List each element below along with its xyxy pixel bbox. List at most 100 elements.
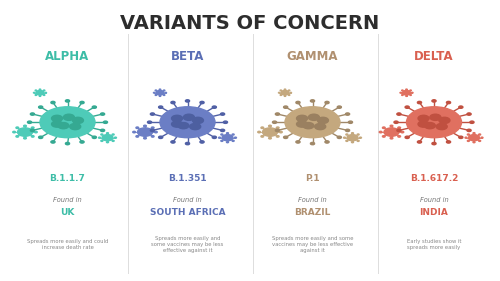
Circle shape (310, 100, 314, 102)
Circle shape (13, 131, 16, 133)
Circle shape (158, 106, 162, 108)
Circle shape (276, 113, 280, 115)
Circle shape (276, 129, 280, 132)
Circle shape (224, 121, 228, 123)
Circle shape (261, 136, 264, 137)
Circle shape (325, 141, 329, 143)
Circle shape (100, 113, 104, 115)
Circle shape (40, 107, 95, 138)
Circle shape (155, 95, 156, 96)
Circle shape (406, 107, 462, 138)
Circle shape (410, 90, 412, 91)
Circle shape (171, 101, 175, 104)
Circle shape (357, 134, 359, 135)
Circle shape (400, 92, 402, 93)
Circle shape (101, 140, 103, 141)
Circle shape (261, 127, 264, 128)
Circle shape (272, 121, 276, 123)
Circle shape (478, 140, 480, 141)
Circle shape (16, 136, 18, 137)
Circle shape (402, 90, 403, 91)
Circle shape (402, 95, 403, 96)
Circle shape (190, 123, 200, 130)
Circle shape (405, 106, 409, 108)
Text: SOUTH AFRICA: SOUTH AFRICA (150, 208, 226, 217)
Circle shape (394, 121, 398, 123)
Circle shape (44, 95, 45, 96)
Circle shape (226, 142, 228, 143)
Circle shape (325, 101, 329, 104)
Circle shape (410, 95, 412, 96)
Circle shape (58, 123, 69, 129)
Circle shape (278, 92, 280, 93)
Circle shape (158, 136, 162, 139)
Circle shape (178, 123, 189, 129)
Circle shape (288, 95, 290, 96)
Circle shape (154, 131, 157, 133)
Circle shape (92, 106, 96, 108)
Circle shape (70, 123, 80, 130)
Circle shape (92, 136, 96, 139)
Circle shape (218, 137, 220, 138)
Circle shape (138, 128, 152, 136)
Circle shape (308, 114, 320, 120)
Circle shape (155, 90, 156, 91)
Circle shape (318, 117, 328, 123)
Circle shape (24, 125, 26, 127)
Circle shape (222, 135, 233, 141)
Circle shape (133, 131, 136, 133)
Circle shape (468, 135, 479, 141)
Circle shape (346, 129, 350, 132)
Circle shape (152, 127, 154, 128)
Circle shape (348, 121, 352, 123)
Circle shape (432, 142, 436, 145)
Circle shape (32, 136, 34, 137)
Circle shape (432, 100, 436, 102)
Circle shape (66, 100, 70, 102)
Circle shape (114, 137, 116, 138)
Text: VARIANTS OF CONCERN: VARIANTS OF CONCERN (120, 14, 380, 33)
Circle shape (390, 137, 393, 139)
Text: P.1: P.1 (305, 174, 320, 183)
Circle shape (338, 106, 342, 108)
Circle shape (52, 121, 62, 127)
Circle shape (398, 127, 400, 128)
Circle shape (234, 137, 236, 138)
Circle shape (360, 137, 362, 138)
Text: Found in: Found in (53, 196, 82, 203)
Circle shape (276, 127, 279, 128)
Circle shape (430, 114, 441, 120)
Circle shape (104, 121, 108, 123)
Circle shape (296, 101, 300, 104)
Text: Early studies show it
spreads more easily: Early studies show it spreads more easil… (407, 239, 461, 250)
Text: B.1.617.2: B.1.617.2 (410, 174, 458, 183)
Circle shape (344, 137, 345, 138)
Circle shape (418, 121, 429, 127)
Circle shape (152, 136, 154, 137)
Circle shape (412, 92, 413, 93)
Circle shape (30, 129, 34, 132)
Circle shape (80, 141, 84, 143)
Circle shape (186, 142, 190, 145)
Circle shape (280, 95, 281, 96)
Circle shape (232, 134, 234, 135)
Circle shape (347, 135, 358, 141)
Circle shape (200, 101, 204, 104)
Circle shape (51, 101, 55, 104)
Circle shape (405, 136, 409, 139)
Circle shape (418, 141, 422, 143)
Circle shape (150, 129, 154, 132)
Text: Spreads more easily and some
vaccines may be less effective
against it: Spreads more easily and some vaccines ma… (272, 236, 353, 253)
Circle shape (226, 133, 228, 134)
Circle shape (418, 115, 429, 121)
Circle shape (35, 95, 36, 96)
Circle shape (106, 133, 108, 134)
Text: B.1.1.7: B.1.1.7 (50, 174, 86, 183)
Text: Spreads more easily and could
increase death rate: Spreads more easily and could increase d… (27, 239, 108, 250)
Circle shape (397, 129, 401, 132)
Circle shape (36, 90, 44, 95)
Circle shape (468, 134, 469, 135)
Circle shape (212, 106, 216, 108)
Circle shape (352, 133, 354, 134)
Circle shape (164, 90, 165, 91)
